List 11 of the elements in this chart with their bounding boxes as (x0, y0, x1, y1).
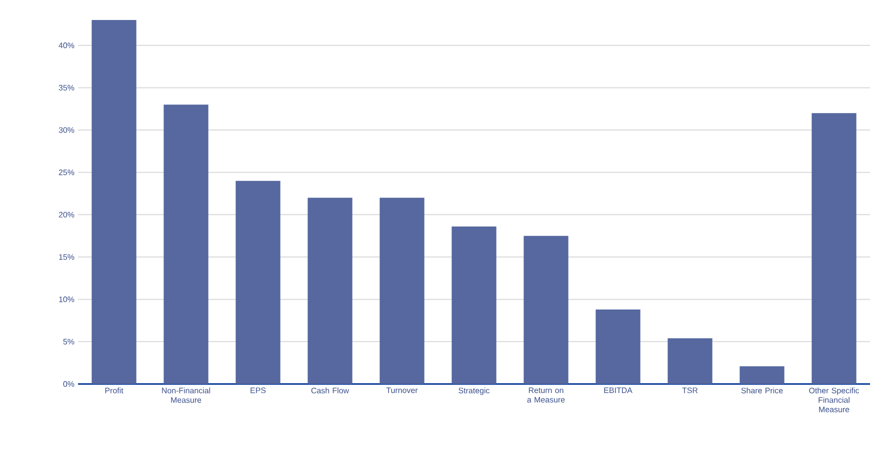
bar (812, 113, 856, 384)
bar (236, 180, 280, 384)
bar (668, 338, 712, 384)
bar (524, 236, 568, 384)
bar (740, 366, 784, 384)
bar (164, 104, 208, 384)
bar (92, 20, 136, 384)
bar (308, 198, 352, 384)
bar (380, 198, 424, 384)
bar (452, 226, 496, 384)
bar (596, 309, 640, 384)
